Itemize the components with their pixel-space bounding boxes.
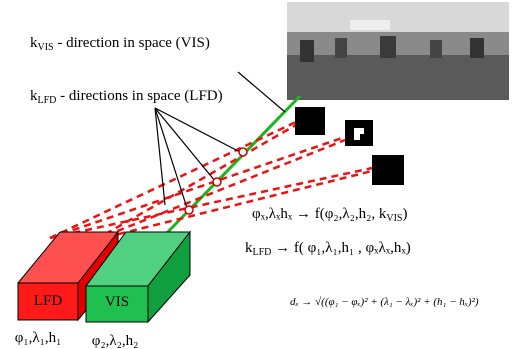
text-part: LFD (253, 247, 272, 258)
camera-params: φ₁,λ₁,h₁ (15, 330, 62, 346)
text-part: - directions in space (LFD) (56, 88, 222, 104)
position-formula: φₓ,λₓhₓ → f(φ₂,λ₂,h₂, kVIS) (252, 206, 407, 224)
thermal-photo (287, 2, 509, 100)
text-part: - direction in space (VIS) (54, 35, 210, 51)
text-part: → f( φ₁,λ₁,h₁ , φₓλₓ,hₓ) (271, 240, 410, 256)
target (372, 155, 404, 185)
camera-name: LFD (34, 293, 63, 309)
direction-formula: kLFD → f( φ₁,λ₁,h₁ , φₓλₓ,hₓ) (245, 240, 411, 258)
distance-formula: dₓ → √((φ₁ − φₓ)² + (λ₁ − λₓ)² + (h₁ − h… (290, 296, 479, 308)
text-part: VIS (386, 213, 402, 224)
lfd-directions (50, 122, 372, 240)
target (295, 107, 325, 135)
camera-params: φ₂,λ₂,h₂ (92, 333, 139, 349)
text-part: LFD (38, 95, 57, 106)
diagram: LFD VIS φ₁,λ₁,h₁ φ₂,λ₂,h₂ kVIS - directi… (0, 0, 514, 349)
text-part: VIS (38, 42, 54, 53)
text-part: ) (402, 206, 407, 222)
k-lfd-label: kLFD - directions in space (LFD) (30, 88, 223, 106)
k-vis-label: kVIS - direction in space (VIS) (30, 35, 210, 53)
camera-name: VIS (105, 294, 129, 310)
text-part: φₓ,λₓhₓ → f(φ₂,λ₂,h₂, k (252, 206, 387, 222)
